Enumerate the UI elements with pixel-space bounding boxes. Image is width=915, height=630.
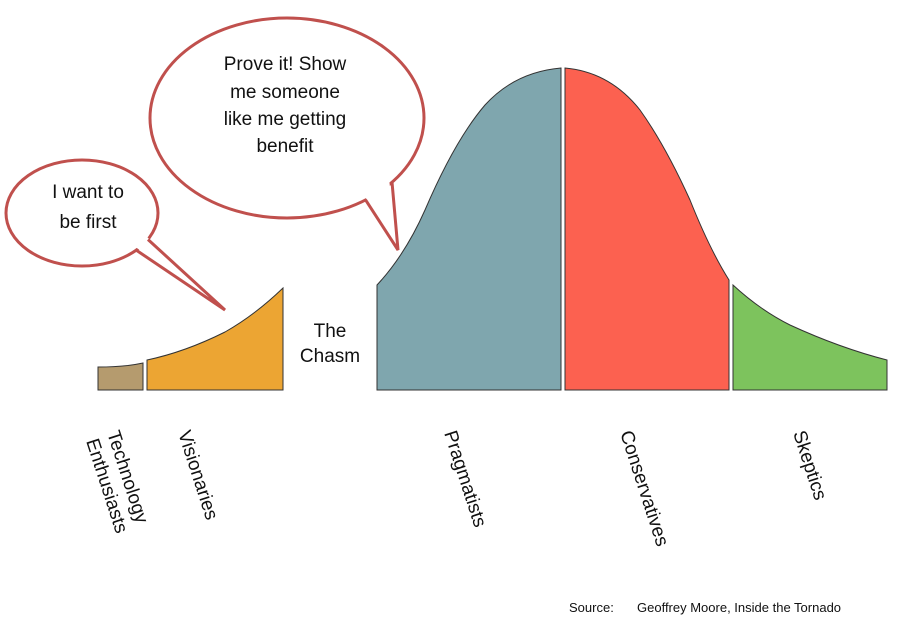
bubble-1: I want to be first [4,158,227,312]
pragmatists-area [376,67,562,391]
source-prefix: Source: [569,600,614,615]
segment-label: Pragmatists [439,428,490,530]
bubble-text: Prove it! Show [224,54,347,75]
bubble-tail [364,181,400,251]
bubble-text: me someone [230,82,340,103]
segment-labels: Technology Enthusiasts Visionaries Pragm… [81,428,830,549]
segment-label: Visionaries [173,428,222,523]
bubble-shape [148,16,426,220]
bubble-tail-fill [364,179,398,250]
bubble-tail [135,238,227,312]
skeptics-area [732,283,888,391]
bubble-tail-fill [134,236,225,310]
bubble-text: like me getting [224,109,347,130]
visionaries-area [146,286,284,391]
enthusiasts-area [97,362,144,391]
bubble-text: benefit [256,136,314,157]
bubble-2: Prove it! Show me someone like me gettin… [148,16,426,251]
chasm-label: The [314,321,347,342]
curve [97,67,888,391]
segment-label: Skeptics [788,428,830,503]
conservatives-area [564,67,730,391]
bubble-text: be first [59,212,117,233]
chasm-label: Chasm [300,346,360,367]
bubble-shape [4,158,160,268]
source-text: Geoffrey Moore, Inside the Tornado [637,600,841,615]
bubble-text: I want to [52,182,124,203]
segment-label: Conservatives [615,428,672,549]
